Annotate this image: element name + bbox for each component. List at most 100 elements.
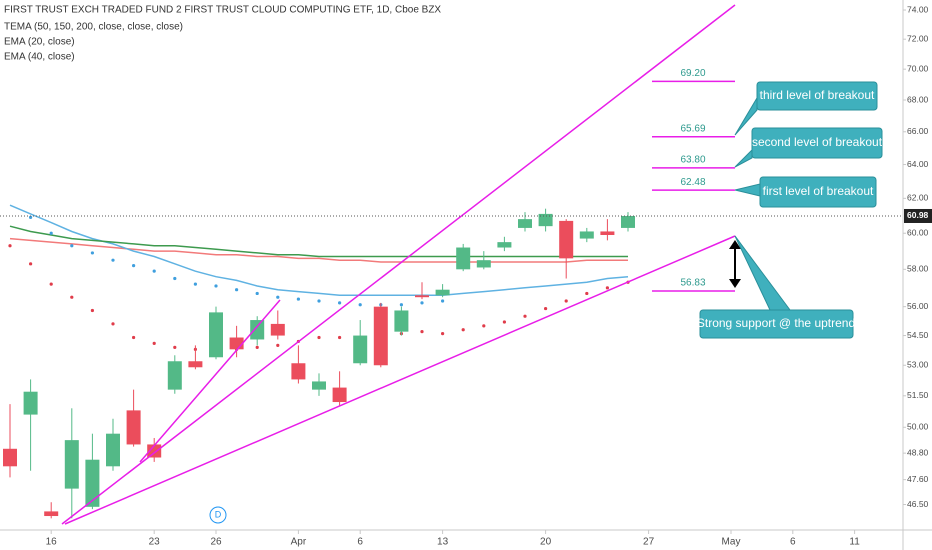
indicator-dot bbox=[441, 332, 445, 336]
arrow-head bbox=[729, 240, 741, 249]
level-label: 56.83 bbox=[680, 278, 705, 289]
level-label: 65.69 bbox=[680, 123, 705, 134]
x-tick-label: 6 bbox=[790, 537, 796, 548]
indicator-dot bbox=[111, 258, 115, 262]
event-marker[interactable] bbox=[209, 506, 227, 524]
indicator-dot bbox=[502, 320, 506, 324]
candle-body bbox=[415, 295, 429, 298]
candle-body bbox=[559, 220, 574, 259]
level-label: 69.20 bbox=[680, 68, 705, 79]
indicator-line bbox=[9, 225, 628, 258]
y-tick-label: 60.00 bbox=[907, 227, 929, 237]
candle-body bbox=[312, 381, 326, 390]
indicator-dot bbox=[173, 276, 177, 281]
indicator-dot bbox=[461, 328, 465, 332]
y-tick-label: 51.50 bbox=[907, 390, 929, 400]
indicator-dot bbox=[420, 330, 424, 334]
indicator-dot bbox=[49, 282, 53, 286]
indicator-dot bbox=[235, 288, 239, 292]
plot-area bbox=[3, 204, 635, 519]
indicator-dot bbox=[399, 303, 403, 307]
x-tick-label: 13 bbox=[437, 537, 449, 548]
chart-title: FIRST TRUST EXCH TRADED FUND 2 FIRST TRU… bbox=[4, 5, 441, 16]
y-tick-label: 48.80 bbox=[907, 447, 929, 457]
candle-body bbox=[435, 289, 450, 296]
candle-body bbox=[270, 323, 285, 336]
candle-body bbox=[44, 511, 59, 517]
candle-body bbox=[621, 215, 635, 228]
y-tick-label: 53.00 bbox=[907, 360, 929, 370]
indicator-dot bbox=[564, 299, 568, 303]
candle-body bbox=[394, 310, 409, 332]
y-tick-label: 56.00 bbox=[907, 301, 929, 311]
indicator-dot bbox=[605, 286, 610, 290]
indicator-dot bbox=[132, 335, 136, 340]
x-tick-label: Apr bbox=[291, 537, 307, 548]
y-tick-label: 50.00 bbox=[907, 422, 929, 432]
candle-body bbox=[353, 335, 368, 364]
indicator-dot bbox=[193, 282, 197, 286]
callout bbox=[751, 127, 883, 159]
indicator-dot bbox=[544, 306, 548, 311]
arrow-head bbox=[729, 279, 741, 288]
candle-body bbox=[3, 448, 17, 467]
indicator-dot bbox=[173, 345, 177, 349]
indicator-dot bbox=[70, 295, 74, 299]
last-price-badge bbox=[904, 208, 932, 223]
legend-entry: EMA (40, close) bbox=[4, 52, 75, 63]
x-tick-label: 23 bbox=[149, 537, 161, 548]
indicator-dot bbox=[255, 345, 259, 349]
candle-body bbox=[188, 361, 203, 368]
candle-body bbox=[167, 361, 182, 390]
indicator-dot bbox=[441, 299, 445, 303]
indicator-dot bbox=[276, 343, 280, 347]
callout bbox=[759, 176, 877, 208]
indicator-dot bbox=[317, 335, 321, 340]
candle-body bbox=[518, 219, 532, 228]
callout-text: third level of breakout bbox=[760, 88, 875, 102]
candle-body bbox=[126, 410, 141, 445]
indicator-dot bbox=[29, 215, 33, 219]
candle-body bbox=[373, 306, 388, 366]
indicator-dot bbox=[152, 341, 156, 346]
indicator-dot bbox=[214, 284, 218, 288]
level-label: 62.48 bbox=[680, 177, 705, 188]
indicator-dot bbox=[8, 244, 12, 248]
indicator-dot bbox=[523, 314, 527, 318]
x-tick-label: 26 bbox=[210, 537, 222, 548]
candle-body bbox=[291, 363, 306, 380]
candle-body bbox=[538, 213, 553, 227]
level-label: 63.80 bbox=[680, 155, 705, 166]
x-tick-label: 6 bbox=[357, 537, 363, 548]
indicator-dot bbox=[482, 324, 486, 328]
indicator-dot bbox=[358, 303, 362, 307]
y-tick-label: 58.00 bbox=[907, 264, 929, 274]
callout bbox=[756, 81, 878, 111]
candle-body bbox=[229, 337, 244, 350]
x-tick-label: 20 bbox=[540, 537, 552, 548]
candle-body bbox=[23, 391, 38, 415]
candle-body bbox=[209, 312, 223, 358]
trendline bbox=[61, 4, 736, 525]
trendline bbox=[64, 235, 736, 525]
indicator-dot bbox=[317, 299, 321, 303]
candle-body bbox=[476, 260, 491, 268]
y-tick-label: 74.00 bbox=[907, 4, 929, 14]
y-tick-label: 62.00 bbox=[907, 193, 929, 203]
x-tick-label: 16 bbox=[46, 537, 58, 548]
y-tick-label: 47.60 bbox=[907, 474, 929, 484]
indicator-dot bbox=[49, 231, 53, 235]
callout bbox=[699, 309, 854, 339]
indicator-dot bbox=[255, 291, 259, 296]
y-tick-label: 68.00 bbox=[907, 94, 929, 104]
candle-body bbox=[106, 433, 120, 467]
y-tick-label: 66.00 bbox=[907, 126, 929, 136]
callout-text: second level of breakout bbox=[752, 135, 883, 149]
last-price-label: 60.98 bbox=[907, 210, 929, 220]
indicator-dot bbox=[90, 251, 94, 255]
candle-body bbox=[85, 459, 100, 507]
y-tick-label: 72.00 bbox=[907, 33, 929, 43]
y-tick-label: 70.00 bbox=[907, 63, 929, 73]
indicator-dot bbox=[90, 308, 94, 313]
y-tick-label: 64.00 bbox=[907, 159, 929, 169]
